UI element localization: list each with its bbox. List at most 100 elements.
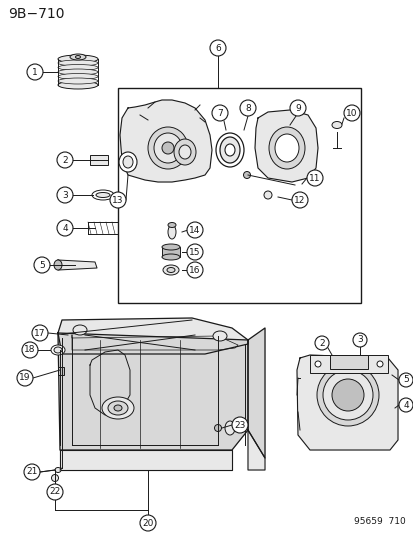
Text: 1: 1 <box>32 68 38 77</box>
Circle shape <box>398 373 412 387</box>
Ellipse shape <box>108 401 128 415</box>
Text: 2: 2 <box>318 338 324 348</box>
Ellipse shape <box>168 225 176 239</box>
Circle shape <box>231 417 247 433</box>
Circle shape <box>352 333 366 347</box>
Circle shape <box>306 170 322 186</box>
Ellipse shape <box>58 81 98 89</box>
Text: 2: 2 <box>62 156 68 165</box>
Text: 10: 10 <box>345 109 357 117</box>
Text: 14: 14 <box>189 225 200 235</box>
Ellipse shape <box>212 331 226 341</box>
Ellipse shape <box>96 192 110 198</box>
Bar <box>90 155 108 165</box>
Circle shape <box>187 222 202 238</box>
Ellipse shape <box>331 122 341 128</box>
Ellipse shape <box>161 254 180 260</box>
Ellipse shape <box>58 74 98 79</box>
Ellipse shape <box>316 364 378 426</box>
Bar <box>161 247 180 257</box>
Text: 8: 8 <box>244 103 250 112</box>
Polygon shape <box>296 355 397 450</box>
Circle shape <box>57 187 73 203</box>
Ellipse shape <box>168 222 176 228</box>
Circle shape <box>27 64 43 80</box>
Ellipse shape <box>58 55 98 63</box>
Ellipse shape <box>154 133 182 163</box>
Text: 15: 15 <box>189 247 200 256</box>
Text: 3: 3 <box>356 335 362 344</box>
Ellipse shape <box>376 361 382 367</box>
Text: 17: 17 <box>34 328 46 337</box>
Polygon shape <box>58 318 247 354</box>
Ellipse shape <box>54 347 62 353</box>
Bar <box>329 355 367 369</box>
Circle shape <box>211 105 228 121</box>
Text: 9: 9 <box>294 103 300 112</box>
Ellipse shape <box>54 260 62 270</box>
Ellipse shape <box>173 139 195 165</box>
Ellipse shape <box>214 424 221 432</box>
Ellipse shape <box>331 379 363 411</box>
Ellipse shape <box>73 325 87 335</box>
Ellipse shape <box>163 265 178 275</box>
Circle shape <box>240 100 255 116</box>
Polygon shape <box>60 450 231 470</box>
Ellipse shape <box>166 268 175 272</box>
Ellipse shape <box>51 474 58 481</box>
Circle shape <box>289 100 305 116</box>
Ellipse shape <box>243 172 250 179</box>
Text: 16: 16 <box>189 265 200 274</box>
Polygon shape <box>58 260 97 270</box>
Text: 4: 4 <box>402 400 408 409</box>
Text: 7: 7 <box>216 109 222 117</box>
Ellipse shape <box>268 127 304 169</box>
Ellipse shape <box>58 78 98 84</box>
Circle shape <box>17 370 33 386</box>
Ellipse shape <box>274 134 298 162</box>
Ellipse shape <box>102 397 134 419</box>
Circle shape <box>47 484 63 500</box>
Ellipse shape <box>51 345 65 355</box>
Bar <box>309 355 387 373</box>
Ellipse shape <box>75 55 80 59</box>
Circle shape <box>24 464 40 480</box>
Ellipse shape <box>161 142 173 154</box>
Ellipse shape <box>58 60 98 66</box>
Circle shape <box>398 398 412 412</box>
Polygon shape <box>247 328 264 458</box>
Circle shape <box>22 342 38 358</box>
Text: 20: 20 <box>142 519 153 528</box>
Circle shape <box>110 192 126 208</box>
Ellipse shape <box>147 127 188 169</box>
Circle shape <box>343 105 359 121</box>
Circle shape <box>140 515 156 531</box>
Circle shape <box>57 220 73 236</box>
Ellipse shape <box>219 137 240 163</box>
Ellipse shape <box>70 54 86 60</box>
Ellipse shape <box>224 421 235 435</box>
Circle shape <box>187 262 202 278</box>
Text: 3: 3 <box>62 190 68 199</box>
Ellipse shape <box>58 69 98 75</box>
Circle shape <box>291 192 307 208</box>
Circle shape <box>187 244 202 260</box>
Text: 21: 21 <box>26 467 38 477</box>
Polygon shape <box>120 100 211 182</box>
Text: 9B−710: 9B−710 <box>8 7 64 21</box>
Ellipse shape <box>263 191 271 199</box>
Circle shape <box>57 152 73 168</box>
Bar <box>58 367 64 375</box>
Polygon shape <box>90 350 130 415</box>
Text: 22: 22 <box>49 488 60 497</box>
Ellipse shape <box>224 144 235 156</box>
Circle shape <box>34 257 50 273</box>
Text: 19: 19 <box>19 374 31 383</box>
Text: 95659  710: 95659 710 <box>354 518 405 527</box>
Ellipse shape <box>92 190 114 200</box>
Circle shape <box>32 325 48 341</box>
Text: 11: 11 <box>309 174 320 182</box>
Ellipse shape <box>119 152 137 172</box>
Text: 5: 5 <box>402 376 408 384</box>
Text: 6: 6 <box>215 44 221 52</box>
